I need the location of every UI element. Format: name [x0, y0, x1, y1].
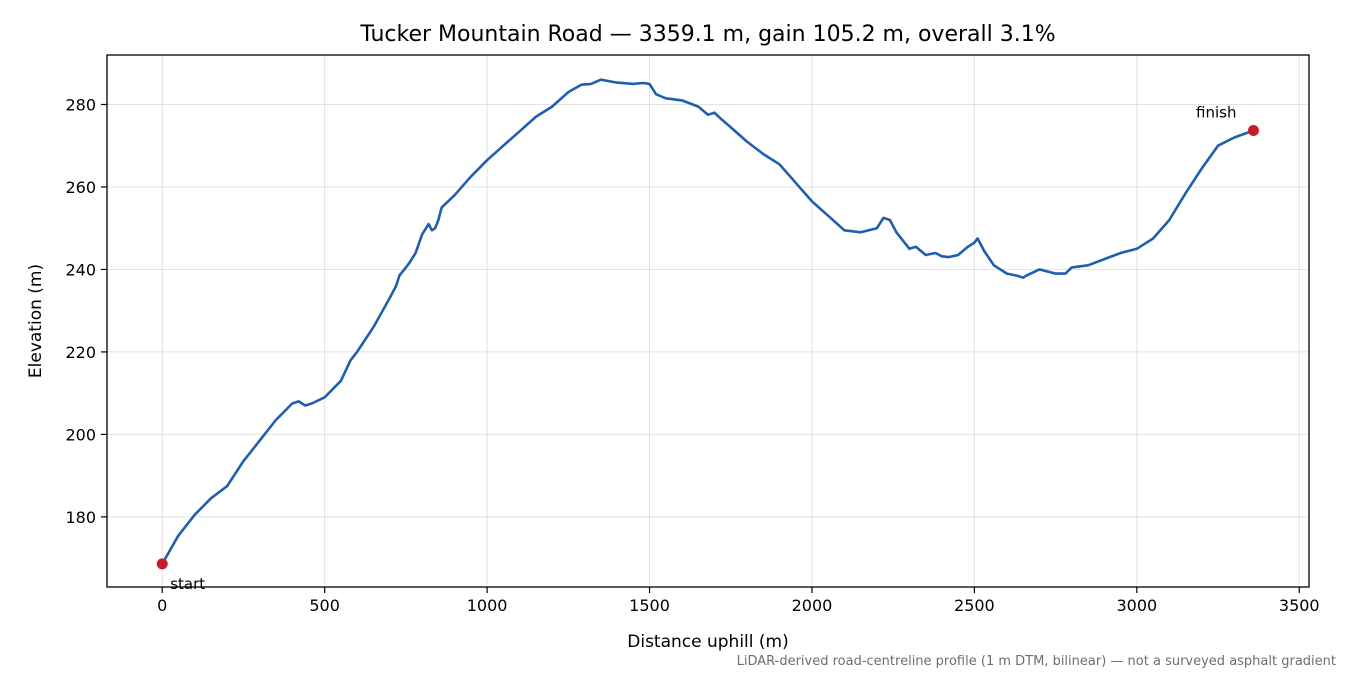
- start-label: start: [170, 575, 205, 593]
- y-tick-label: 280: [65, 95, 96, 114]
- x-tick-label: 1500: [629, 596, 670, 615]
- x-tick-label: 1000: [467, 596, 508, 615]
- elevation-series-line: [161, 78, 1254, 565]
- axes-layer: 0 500 1000 1500 2000 2500 3000 3500 180 200 220 240…: [65, 95, 1319, 615]
- finish-marker: [1247, 124, 1259, 136]
- start-marker: [156, 558, 168, 570]
- x-tick-label: 3500: [1279, 596, 1320, 615]
- x-axis-label: Distance uphill (m): [627, 632, 788, 652]
- y-axis-label: Elevation (m): [26, 264, 46, 378]
- grid-layer: [107, 55, 1309, 587]
- footnote: LiDAR-derived road-centreline profile (1…: [737, 654, 1336, 669]
- finish-label: finish: [1196, 103, 1236, 121]
- data-layer: start finish: [156, 78, 1259, 593]
- x-tick-label: 2000: [792, 596, 833, 615]
- chart-title: Tucker Mountain Road — 3359.1 m, gain 10…: [359, 22, 1055, 47]
- x-tick-label: 0: [157, 596, 167, 615]
- y-tick-label: 260: [65, 178, 96, 197]
- x-tick-label: 500: [309, 596, 340, 615]
- y-tick-label: 220: [65, 343, 96, 362]
- plot-frame: [106, 54, 1310, 588]
- x-tick-label: 2500: [954, 596, 995, 615]
- x-tick-label: 3000: [1116, 596, 1157, 615]
- y-tick-label: 200: [65, 425, 96, 444]
- y-tick-label: 240: [65, 260, 96, 279]
- y-tick-label: 180: [65, 508, 96, 527]
